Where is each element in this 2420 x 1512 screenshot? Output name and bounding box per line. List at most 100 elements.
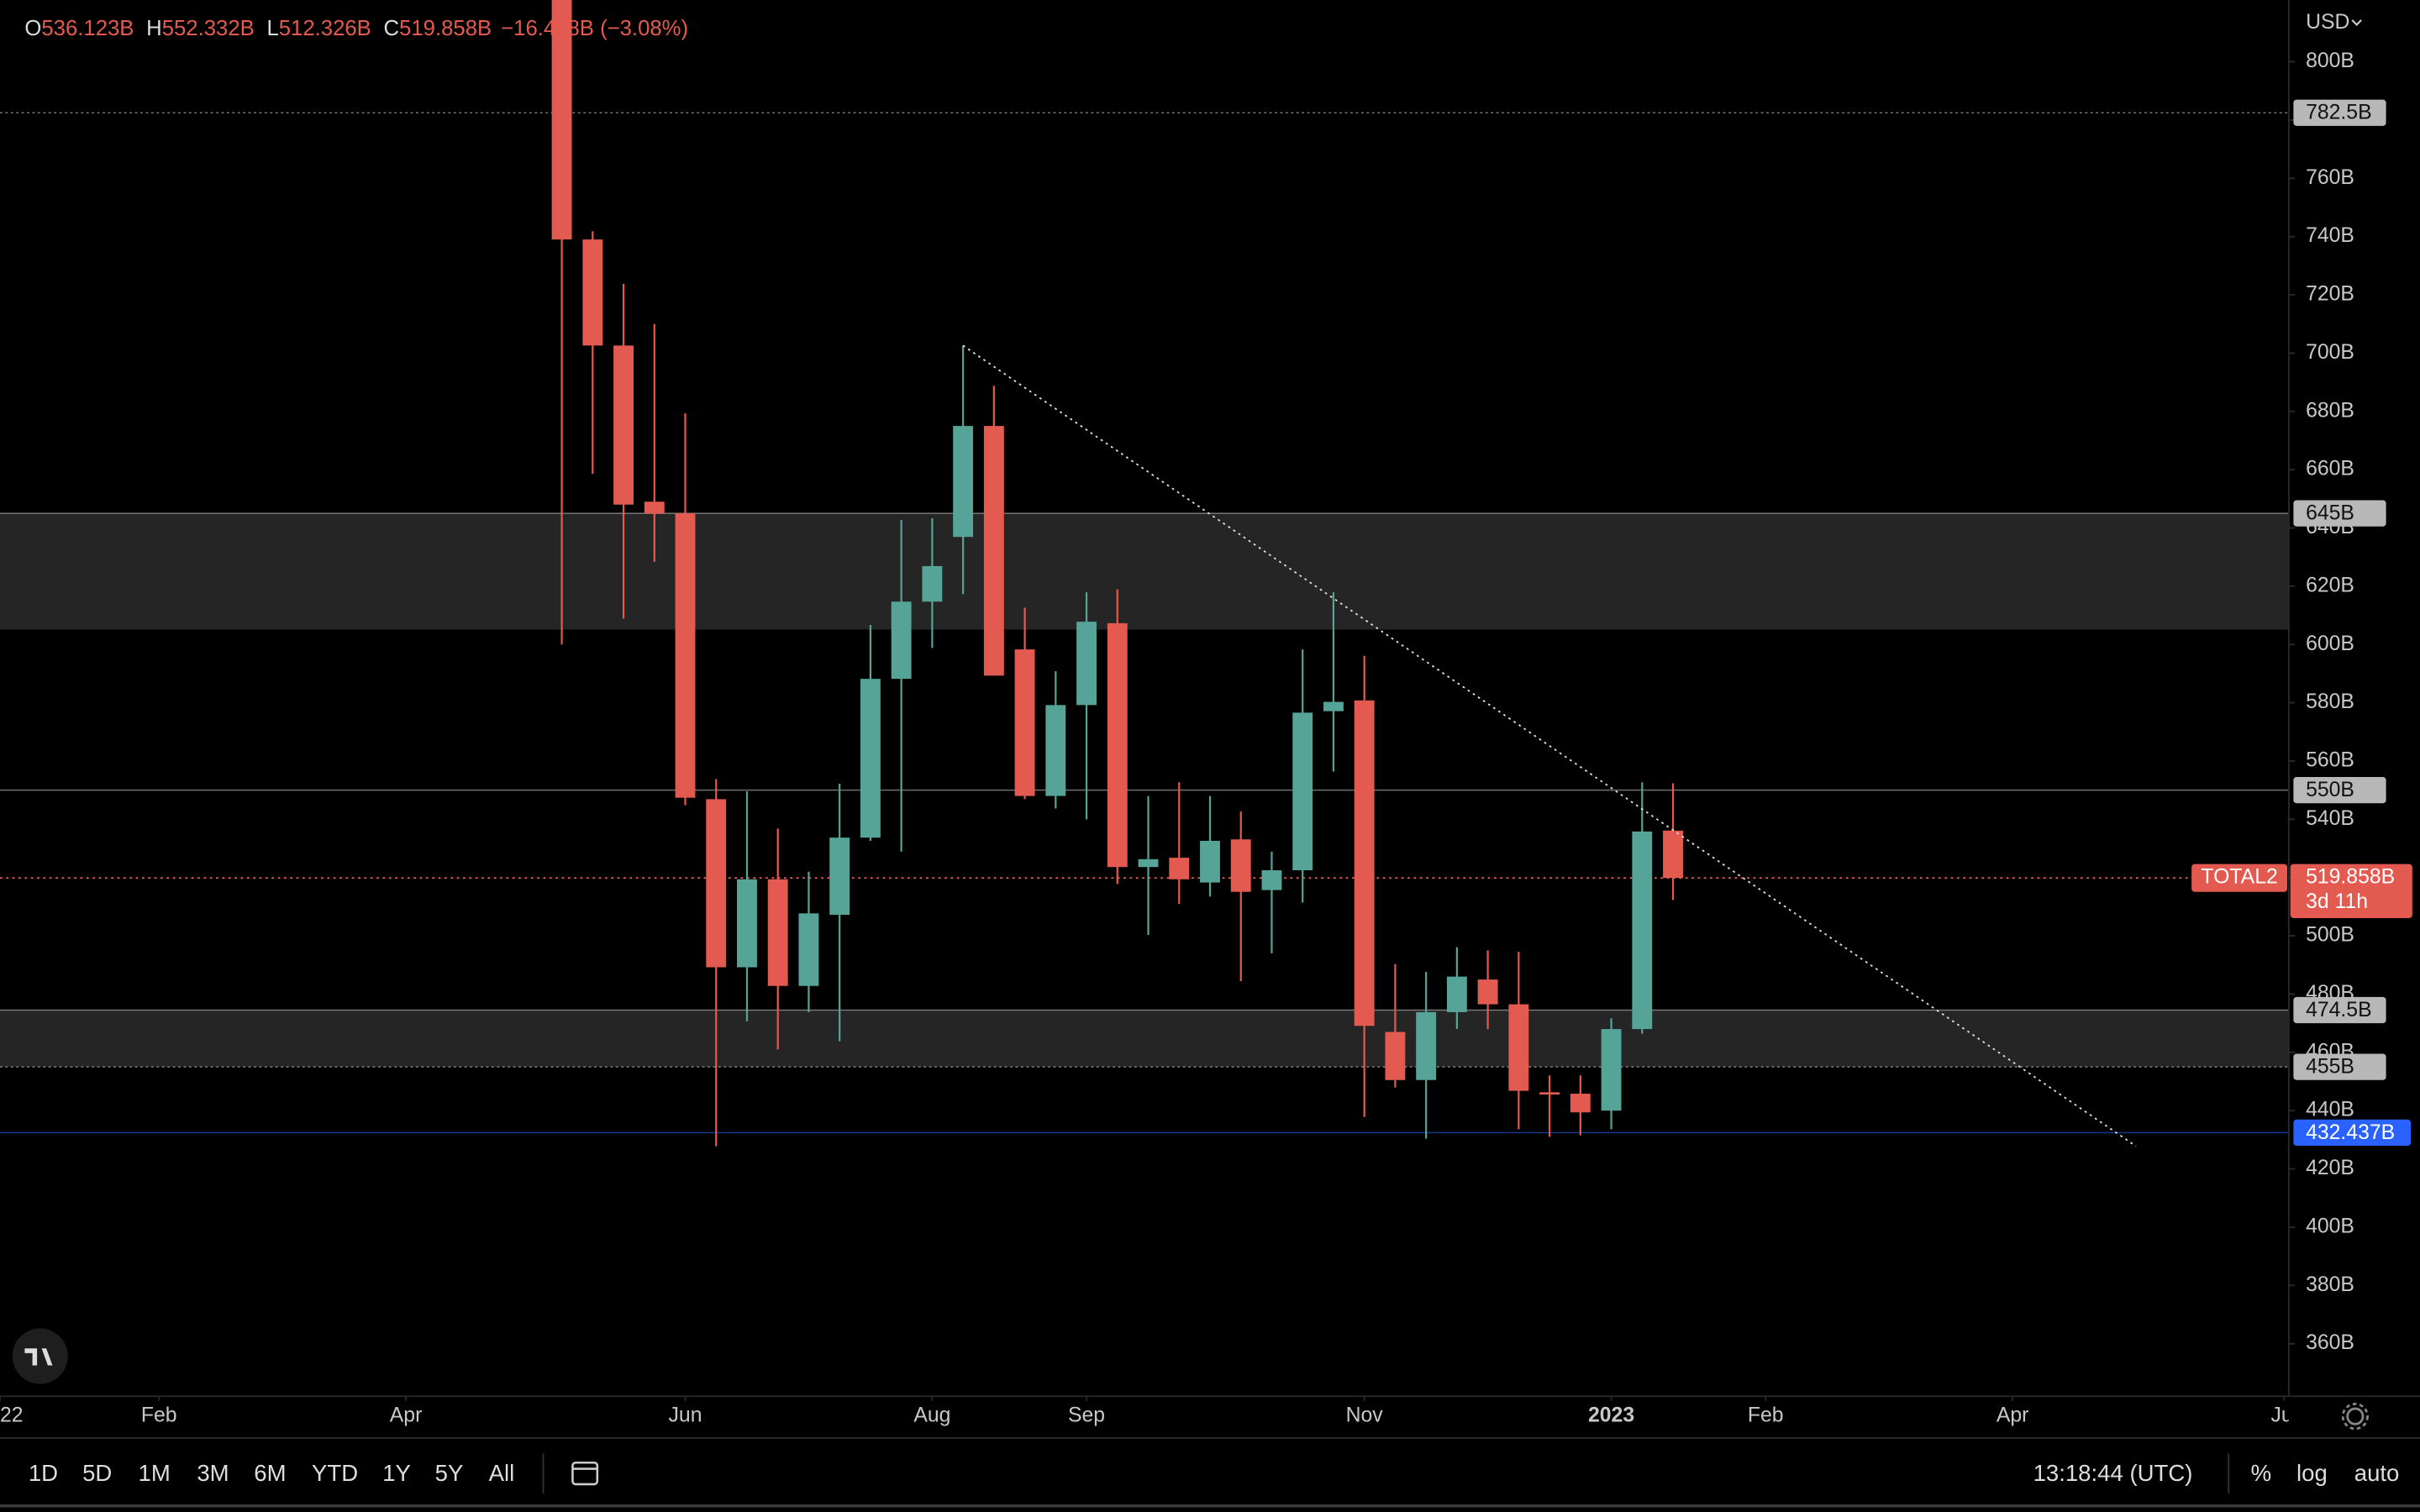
candle-body (1076, 622, 1097, 706)
scale-option[interactable]: % (2251, 1460, 2272, 1486)
candle-body (1014, 649, 1035, 796)
last-price-box (2290, 864, 2412, 918)
price-label-box (2293, 500, 2386, 527)
x-tick-label: 2022 (0, 1404, 24, 1427)
candle-body (644, 501, 665, 514)
candle-body (1107, 622, 1128, 868)
candle-body (1138, 858, 1159, 868)
y-tick-label: 580B (2306, 690, 2354, 713)
candle-body (582, 239, 603, 346)
gear-teeth (2341, 1403, 2369, 1431)
price-label-box (2293, 1119, 2411, 1147)
x-tick-label: Feb (141, 1404, 177, 1427)
y-tick-label: 620B (2306, 574, 2354, 596)
zone (0, 513, 2289, 630)
zone (0, 1010, 2289, 1068)
currency-selector[interactable]: USD (2306, 11, 2349, 34)
candle-body (829, 837, 850, 916)
price-label-box (2293, 1053, 2386, 1080)
candle-body (551, 0, 572, 240)
price-label-box (2293, 996, 2386, 1024)
range-button[interactable]: YTD (312, 1460, 358, 1486)
candle-body (1446, 976, 1467, 1012)
range-button[interactable]: 3M (197, 1460, 229, 1486)
candle-body (1632, 831, 1653, 1030)
y-tick-label: 660B (2306, 458, 2354, 480)
y-tick-label: 360B (2306, 1331, 2354, 1354)
plot-area (0, 0, 2289, 1147)
ohlc-value: 552.332B (162, 17, 255, 40)
ohlc-letter: O (24, 17, 41, 40)
x-tick-label: 2023 (1588, 1404, 1634, 1427)
candle-body (1045, 705, 1066, 796)
ohlc-value: 519.858B (399, 17, 492, 40)
range-button[interactable]: 6M (254, 1460, 286, 1486)
candle-body (1169, 858, 1190, 879)
range-button[interactable]: 1M (139, 1460, 171, 1486)
price-label: 432.437B (2306, 1121, 2395, 1144)
symbol-box (2191, 864, 2288, 892)
y-tick-label: 560B (2306, 749, 2354, 772)
range-button[interactable]: 5Y (435, 1460, 464, 1486)
price-label-box (2293, 777, 2386, 804)
candle-body (767, 879, 788, 986)
candle-body (1200, 840, 1220, 883)
y-tick-label: 380B (2306, 1273, 2354, 1296)
candle-body (1570, 1094, 1591, 1113)
range-button[interactable]: 5D (82, 1460, 112, 1486)
candle-body (706, 799, 727, 968)
x-tick-label: Jun (669, 1404, 702, 1427)
range-button[interactable]: 1Y (382, 1460, 411, 1486)
x-tick-label: Aug (913, 1404, 950, 1427)
logo-circle (12, 1328, 68, 1384)
price-label-box (2293, 99, 2386, 126)
range-button[interactable]: All (489, 1460, 515, 1486)
ohlc-legend: O536.123B H552.332B L512.326B C519.858B −16.… (24, 17, 688, 40)
scale-option[interactable]: auto (2354, 1460, 2400, 1486)
x-tick-label: Sep (1068, 1404, 1105, 1427)
price-label: 474.5B (2306, 999, 2372, 1021)
y-tick-label: 720B (2306, 283, 2354, 306)
candle-body (737, 879, 757, 968)
range-button[interactable]: 1D (29, 1460, 58, 1486)
legend: O536.123B H552.332B L512.326B C519.858B −16.… (24, 17, 688, 40)
ohlc-value: 512.326B (279, 17, 371, 40)
scale-option[interactable]: log (2296, 1460, 2328, 1486)
logo (12, 1328, 68, 1384)
settings-icon[interactable] (2341, 1403, 2369, 1431)
y-tick-label: 440B (2306, 1099, 2354, 1121)
ohlc-change: −16.498B (−3.08%) (501, 17, 688, 40)
candle-body (953, 426, 974, 538)
candle-body (1416, 1011, 1437, 1080)
candle-body (1292, 712, 1313, 871)
ohlc-letter: L (266, 17, 278, 40)
candle-body (613, 345, 634, 505)
candle-body (1261, 870, 1282, 890)
candle-body (675, 513, 696, 798)
date-range-icon[interactable] (571, 1461, 599, 1486)
candle-body (891, 601, 912, 680)
ohlc-letter: H (146, 17, 162, 40)
y-tick-label: 540B (2306, 807, 2354, 830)
candle-body (1354, 700, 1375, 1026)
x-tick-label: Feb (1748, 1404, 1784, 1427)
candle-body (1539, 1092, 1560, 1095)
price-label: 782.5B (2306, 102, 2372, 124)
countdown-label: 3d 11h (2306, 890, 2368, 913)
x-tick-label: Apr (390, 1404, 423, 1427)
price-label: 550B (2306, 779, 2354, 801)
candle-body (1323, 701, 1344, 711)
y-tick-label: 600B (2306, 633, 2354, 655)
y-tick-label: 400B (2306, 1215, 2354, 1237)
axes: 360B380B400B420B440B460B480B500B520B540B… (0, 11, 2412, 1427)
logo-mark (24, 1348, 53, 1366)
candle-body (1663, 830, 1683, 879)
y-tick-label: 700B (2306, 341, 2354, 364)
y-tick-label: 420B (2306, 1157, 2354, 1179)
y-tick-label: 800B (2306, 50, 2354, 72)
price-label: 645B (2306, 502, 2354, 525)
clock: 13:18:44 (UTC) (2033, 1460, 2193, 1486)
